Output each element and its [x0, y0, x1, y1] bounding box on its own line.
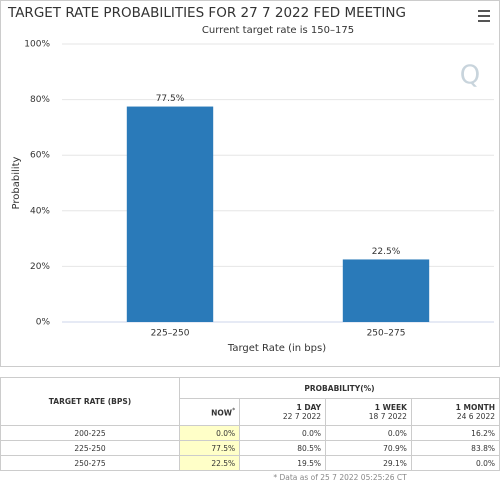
column-date: 24 6 2022: [456, 412, 495, 421]
value-label: 22.5%: [372, 247, 401, 257]
column-title: 1 MONTH: [455, 403, 495, 412]
column-title: 1 WEEK: [374, 403, 407, 412]
table-cell: 22.5%: [178, 455, 241, 471]
y-tick-label: 60%: [30, 151, 50, 161]
y-tick-label: 80%: [30, 95, 50, 105]
table-cell: 19.5%: [239, 455, 327, 471]
x-axis-label: Target Rate (in bps): [227, 343, 326, 354]
probability-table: TARGET RATE (BPS) PROBABILITY(%) NOW* 1 DAY…: [0, 377, 500, 471]
column-header: 1 WEEK 18 7 2022: [325, 398, 412, 426]
value-label: 77.5%: [156, 94, 185, 104]
table-cell: 0.0%: [325, 425, 412, 441]
x-tick-label: 250–275: [367, 329, 406, 339]
bar: [126, 106, 214, 322]
menu-icon[interactable]: [478, 10, 490, 22]
column-date: 18 7 2022: [368, 412, 407, 421]
table-cell: 0.0%: [239, 425, 327, 441]
bar: [342, 259, 430, 322]
table-cell: 83.8%: [410, 440, 500, 456]
y-tick-label: 40%: [30, 206, 50, 216]
table-cell: 200-225: [0, 425, 180, 441]
header-row: NOW* 1 DAY 22 7 2022 1 WEEK 18 7 2022 1 MONTH…: [1, 398, 500, 426]
column-date: 22 7 2022: [282, 412, 322, 421]
table-cell: 0.0%: [178, 425, 241, 441]
y-axis-label: Probability: [11, 156, 22, 209]
y-tick-label: 100%: [24, 40, 50, 50]
watermark: Q: [460, 61, 480, 91]
column-title: 1 DAY: [296, 403, 322, 412]
chart: TARGET RATE PROBABILITIES FOR 27 7 2022 …: [0, 0, 500, 367]
column-header: NOW*: [178, 398, 241, 426]
data-row: 200-225 0.0% 0.0% 0.0% 16.2%: [0, 425, 500, 441]
column-header: 1 DAY 22 7 2022: [239, 398, 327, 426]
y-tick-label: 20%: [30, 262, 50, 272]
table-cell: 250-275: [0, 455, 180, 471]
header-row: TARGET RATE (BPS) PROBABILITY(%): [0, 377, 500, 426]
x-tick-label: 225–250: [151, 329, 190, 339]
data-row: 250-275 22.5% 19.5% 29.1% 0.0%: [0, 455, 500, 471]
column-title: NOW: [211, 408, 233, 418]
table-cell: 80.5%: [239, 440, 327, 456]
data-row: 225-250 77.5% 80.5% 70.9% 83.8%: [0, 440, 500, 456]
table-cell: 77.5%: [178, 440, 241, 456]
column-mark: *: [232, 406, 236, 414]
footnote: * Data as of 25 7 2022 05:25:26 CT: [273, 473, 407, 482]
chart-title: TARGET RATE PROBABILITIES FOR 27 7 2022 …: [7, 5, 406, 21]
y-tick-label: 0%: [36, 318, 51, 328]
table-cell: 29.1%: [325, 455, 412, 471]
chart-subtitle: Current target rate is 150–175: [202, 25, 354, 36]
table-cell: 0.0%: [410, 455, 500, 471]
header-cell: PROBABILITY(%): [179, 377, 500, 399]
table-cell: 16.2%: [410, 425, 500, 441]
header-cell: TARGET RATE (BPS): [0, 377, 180, 426]
column-header: 1 MONTH 24 6 2022: [410, 398, 500, 426]
table-cell: 70.9%: [325, 440, 412, 456]
table-cell: 225-250: [0, 440, 180, 456]
